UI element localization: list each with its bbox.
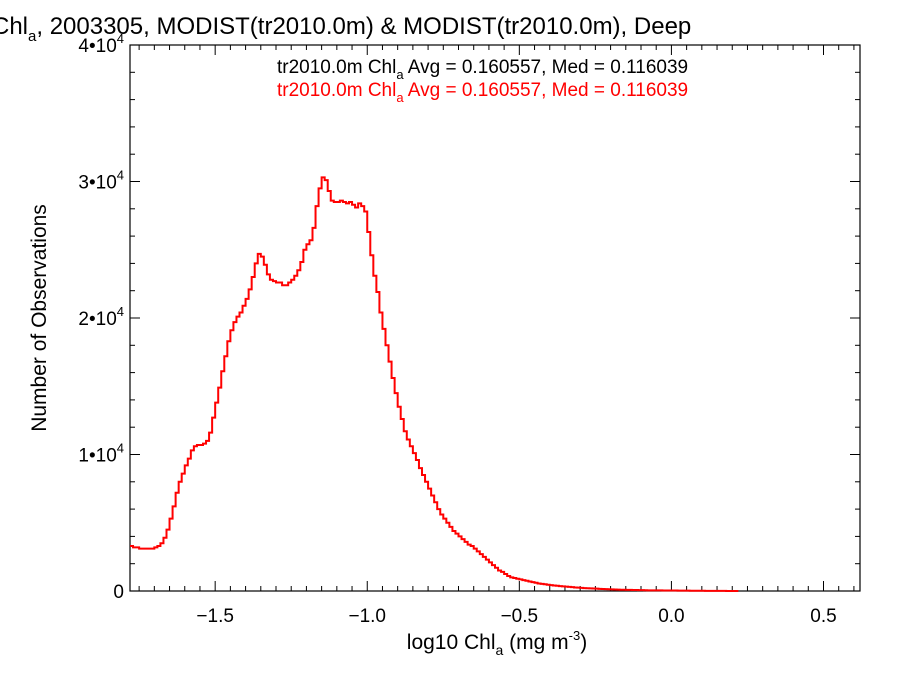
- x-tick-label: 0.5: [810, 606, 836, 627]
- y-tick-label: 4•104: [78, 31, 124, 57]
- x-axis-label: log10 Chla (mg m-3): [407, 628, 587, 658]
- x-tick-label: −1.5: [196, 606, 234, 627]
- y-tick-label: 1•104: [78, 441, 124, 467]
- axis-tick-labels: −1.5 −1.0 −0.5 0.0 0.5 0 1•104 2•104 3•104 4•104: [78, 31, 836, 627]
- y-tick-label: 2•104: [78, 304, 124, 330]
- legend-entry: tr2010.0m Chla Avg = 0.160557, Med = 0.1…: [277, 57, 688, 82]
- y-axis-label: Number of Observations: [28, 204, 51, 432]
- x-tick-label: −0.5: [501, 606, 539, 627]
- legend-entry: tr2010.0m Chla Avg = 0.160557, Med = 0.1…: [277, 80, 688, 105]
- y-tick-label: 3•104: [78, 168, 124, 194]
- series-layer: [130, 176, 739, 592]
- legend: tr2010.0m Chla Avg = 0.160557, Med = 0.1…: [277, 57, 688, 105]
- x-tick-label: 0.0: [658, 606, 684, 627]
- histogram-series-line: [130, 176, 739, 592]
- chart-title: Chla, 2003305, MODIST(tr2010.0m) & MODIS…: [0, 13, 691, 45]
- plot-frame: [129, 44, 861, 592]
- axis-ticks: [130, 44, 860, 592]
- y-tick-label: 0: [113, 582, 124, 603]
- x-tick-label: −1.0: [348, 606, 386, 627]
